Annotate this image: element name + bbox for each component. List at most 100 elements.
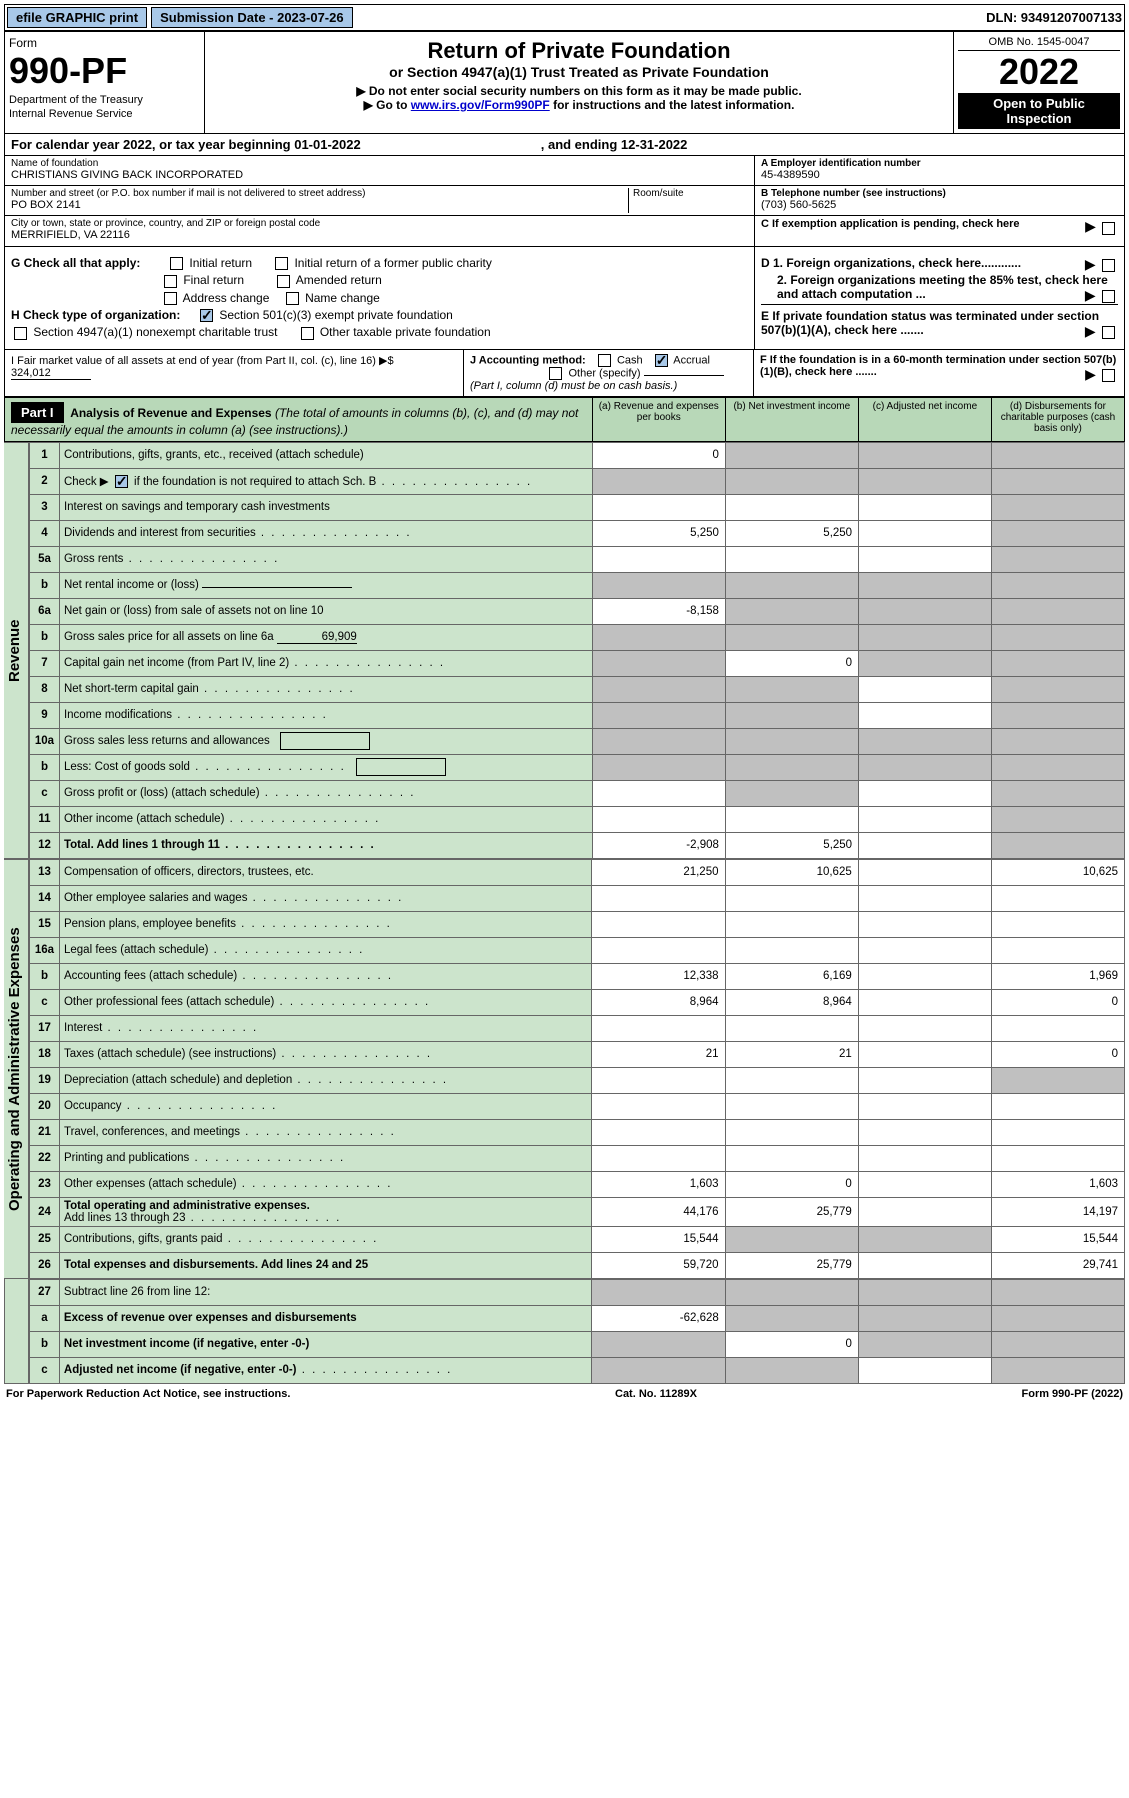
table-row: 1Contributions, gifts, grants, etc., rec…	[30, 442, 1125, 468]
line-21: Travel, conferences, and meetings	[59, 1119, 591, 1145]
footer-right: Form 990-PF (2022)	[1022, 1388, 1123, 1400]
col-d: (d) Disbursements for charitable purpose…	[991, 398, 1124, 441]
addr-label: Number and street (or P.O. box number if…	[11, 188, 628, 199]
e-label: E If private foundation status was termi…	[761, 309, 1099, 337]
amt-24d: 14,197	[991, 1197, 1124, 1226]
line-27c: Adjusted net income (if negative, enter …	[59, 1357, 592, 1383]
check-section: G Check all that apply: Initial return I…	[4, 247, 1125, 350]
col-a: (a) Revenue and expenses per books	[592, 398, 725, 441]
line-22: Printing and publications	[59, 1145, 591, 1171]
checkbox-4947[interactable]	[14, 327, 27, 340]
checkbox-initial[interactable]	[170, 257, 183, 270]
amt-16bd: 1,969	[991, 963, 1124, 989]
table-row: 11Other income (attach schedule)	[30, 806, 1125, 832]
lbl-amended: Amended return	[296, 273, 382, 287]
note-link: ▶ Go to www.irs.gov/Form990PF for instru…	[217, 98, 941, 112]
table-row: cOther professional fees (attach schedul…	[30, 989, 1125, 1015]
checkbox-f[interactable]	[1102, 369, 1115, 382]
street-address: PO BOX 2141	[11, 199, 81, 211]
table-row: 25Contributions, gifts, grants paid15,54…	[30, 1226, 1125, 1252]
lbl-other-taxable: Other taxable private foundation	[320, 325, 491, 339]
form-label: Form	[9, 36, 200, 50]
line-10a: Gross sales less returns and allowances	[59, 728, 592, 754]
checkbox-addr-change[interactable]	[164, 292, 177, 305]
checkbox-accrual[interactable]	[655, 354, 668, 367]
submission-date: Submission Date - 2023-07-26	[151, 7, 353, 28]
amt-25a: 15,544	[592, 1226, 725, 1252]
line-7: Capital gain net income (from Part IV, l…	[59, 650, 592, 676]
checkbox-schb[interactable]	[115, 475, 128, 488]
note-pre: ▶ Go to	[364, 98, 411, 112]
d1-label: D 1. Foreign organizations, check here..…	[761, 256, 1021, 270]
checkbox-name-change[interactable]	[286, 292, 299, 305]
c-label: C If exemption application is pending, c…	[761, 218, 1020, 230]
omb: OMB No. 1545-0047	[958, 36, 1120, 51]
footer-left: For Paperwork Reduction Act Notice, see …	[6, 1388, 290, 1400]
j-label: J Accounting method:	[470, 354, 586, 366]
fmv-value: 324,012	[11, 367, 91, 380]
form-number: 990-PF	[9, 50, 200, 92]
checkbox-final[interactable]	[164, 275, 177, 288]
amt-4a: 5,250	[592, 520, 725, 546]
checkbox-c[interactable]	[1102, 222, 1115, 235]
table-row: 7Capital gain net income (from Part IV, …	[30, 650, 1125, 676]
col-b: (b) Net investment income	[725, 398, 858, 441]
table-row: 22Printing and publications	[30, 1145, 1125, 1171]
top-bar: efile GRAPHIC print Submission Date - 20…	[4, 4, 1125, 31]
table-row: 17Interest	[30, 1015, 1125, 1041]
checkbox-initial-former[interactable]	[275, 257, 288, 270]
lbl-initial-former: Initial return of a former public charit…	[294, 256, 491, 270]
line-9: Income modifications	[59, 702, 592, 728]
part1-label: Part I	[11, 402, 64, 423]
amt-26b: 25,779	[725, 1252, 858, 1278]
table-row: bNet investment income (if negative, ent…	[30, 1331, 1125, 1357]
table-row: bLess: Cost of goods sold	[30, 754, 1125, 780]
amt-13d: 10,625	[991, 859, 1124, 885]
table-row: 10aGross sales less returns and allowanc…	[30, 728, 1125, 754]
line-18: Taxes (attach schedule) (see instruction…	[59, 1041, 591, 1067]
table-row: 27Subtract line 26 from line 12:	[30, 1279, 1125, 1305]
line-1: Contributions, gifts, grants, etc., rece…	[59, 442, 592, 468]
calendar-year: For calendar year 2022, or tax year begi…	[4, 134, 1125, 156]
efile-btn[interactable]: efile GRAPHIC print	[7, 7, 147, 28]
f-label: F If the foundation is in a 60-month ter…	[760, 354, 1116, 378]
amt-12b: 5,250	[725, 832, 858, 858]
lbl-cash: Cash	[617, 354, 643, 366]
checkbox-other-method[interactable]	[549, 367, 562, 380]
line-26: Total expenses and disbursements. Add li…	[59, 1252, 591, 1278]
irs: Internal Revenue Service	[9, 108, 200, 120]
form-header: Form 990-PF Department of the Treasury I…	[4, 31, 1125, 134]
table-row: bNet rental income or (loss)	[30, 572, 1125, 598]
amt-23a: 1,603	[592, 1171, 725, 1197]
line-11: Other income (attach schedule)	[59, 806, 592, 832]
line-16a: Legal fees (attach schedule)	[59, 937, 591, 963]
table-row: 16aLegal fees (attach schedule)	[30, 937, 1125, 963]
table-row: 5aGross rents	[30, 546, 1125, 572]
d2-label: 2. Foreign organizations meeting the 85%…	[777, 273, 1108, 301]
ein-label: A Employer identification number	[761, 158, 1118, 169]
table-row: 14Other employee salaries and wages	[30, 885, 1125, 911]
col-c: (c) Adjusted net income	[858, 398, 991, 441]
note-ssn: ▶ Do not enter social security numbers o…	[217, 84, 941, 98]
checkbox-501c3[interactable]	[200, 309, 213, 322]
table-row: cGross profit or (loss) (attach schedule…	[30, 780, 1125, 806]
checkbox-cash[interactable]	[598, 354, 611, 367]
options-row: I Fair market value of all assets at end…	[4, 350, 1125, 397]
line-16b: Accounting fees (attach schedule)	[59, 963, 591, 989]
amt-7b: 0	[725, 650, 858, 676]
checkbox-e[interactable]	[1102, 326, 1115, 339]
part1-header: Part I Analysis of Revenue and Expenses …	[4, 397, 1125, 442]
form-url[interactable]: www.irs.gov/Form990PF	[411, 98, 550, 112]
table-row: aExcess of revenue over expenses and dis…	[30, 1305, 1125, 1331]
table-row: 3Interest on savings and temporary cash …	[30, 494, 1125, 520]
line-6a: Net gain or (loss) from sale of assets n…	[59, 598, 592, 624]
checkbox-d1[interactable]	[1102, 259, 1115, 272]
line-27a: Excess of revenue over expenses and disb…	[59, 1305, 592, 1331]
table-row: 4Dividends and interest from securities5…	[30, 520, 1125, 546]
expenses-table: 13Compensation of officers, directors, t…	[29, 859, 1125, 1279]
checkbox-d2[interactable]	[1102, 290, 1115, 303]
line-27b: Net investment income (if negative, ente…	[59, 1331, 592, 1357]
checkbox-other-taxable[interactable]	[301, 327, 314, 340]
checkbox-amended[interactable]	[277, 275, 290, 288]
table-row: 23Other expenses (attach schedule)1,6030…	[30, 1171, 1125, 1197]
